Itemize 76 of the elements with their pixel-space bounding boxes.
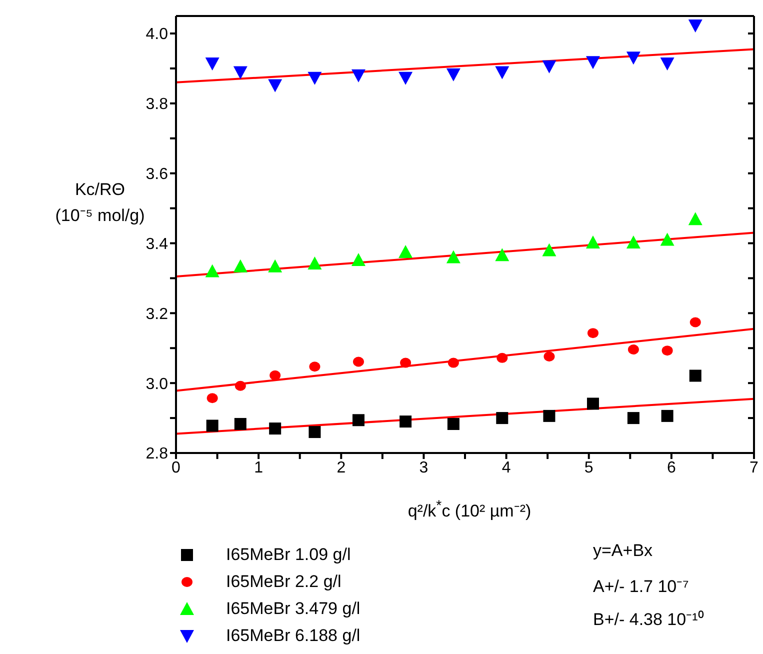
point — [269, 422, 282, 435]
point — [398, 72, 413, 85]
x-tick-label: 3 — [419, 459, 428, 476]
y-tick-label: 2.8 — [146, 446, 168, 463]
point — [308, 426, 321, 438]
point — [661, 410, 674, 422]
text: A+/- 1.7 10⁻⁷ — [593, 576, 690, 598]
point — [447, 418, 460, 430]
point — [446, 68, 460, 82]
point — [544, 352, 555, 362]
point — [234, 380, 246, 391]
point — [660, 232, 674, 246]
point — [351, 69, 366, 82]
x-tick-label: 1 — [254, 459, 264, 476]
point — [688, 212, 702, 226]
point — [496, 352, 508, 363]
point — [586, 56, 600, 70]
point — [689, 370, 702, 382]
point — [234, 418, 246, 430]
legend-label: I65MeBr 3.479 g/l — [226, 598, 360, 618]
point — [542, 60, 556, 74]
x-tick-label: 7 — [750, 459, 759, 476]
point — [628, 344, 639, 355]
x-axis-title: q²/k$^{*}$c (10² µm⁻²) — [406, 498, 532, 522]
point — [448, 358, 459, 368]
point — [660, 58, 674, 71]
point — [400, 416, 412, 428]
text: B+/- 4.38 10⁻¹⁰ — [593, 609, 704, 631]
y-tick-label: 3.2 — [146, 306, 168, 323]
y-tick-label: 3.8 — [146, 96, 168, 114]
y-tick-label: 3.6 — [146, 166, 168, 183]
legend-label: I65MeBr 6.188 g/l — [226, 626, 360, 646]
x-tick-label: 2 — [336, 459, 346, 476]
point — [400, 358, 412, 368]
legend-label: I65MeBr 2.2 g/l — [226, 572, 342, 592]
y-tick-label: 3.4 — [146, 236, 168, 253]
point — [205, 264, 220, 278]
x-tick-label: 0 — [172, 459, 181, 476]
point — [309, 362, 320, 372]
point — [542, 243, 556, 256]
point — [495, 66, 510, 80]
point — [233, 259, 248, 272]
legend-label: I65MeBr 1.09 g/l — [226, 544, 351, 564]
point — [446, 250, 460, 264]
point — [690, 317, 701, 328]
point — [688, 19, 702, 32]
point — [587, 328, 598, 338]
point — [626, 52, 640, 65]
point — [268, 79, 282, 92]
point — [351, 253, 366, 266]
x-tick-label: 5 — [584, 459, 594, 476]
point — [496, 412, 508, 424]
point — [495, 248, 510, 262]
point — [308, 72, 322, 85]
point — [268, 259, 282, 272]
point — [308, 256, 322, 270]
point — [586, 236, 600, 249]
point — [352, 356, 364, 367]
y-tick-label: 3.0 — [146, 376, 168, 393]
x-tick-label: 4 — [502, 459, 511, 476]
point — [586, 398, 599, 410]
point — [662, 346, 673, 356]
point — [206, 393, 218, 404]
point — [626, 236, 640, 249]
point — [205, 58, 220, 71]
point — [270, 370, 281, 380]
y-axis-title: Kc/RΘ (10⁻⁵ mol/g) — [55, 180, 145, 225]
point — [627, 412, 640, 424]
y-tick-label: 4.0 — [146, 26, 168, 44]
text: y=A+Bx — [593, 541, 654, 562]
point — [398, 244, 413, 258]
x-tick-label: 6 — [666, 459, 676, 476]
point — [543, 410, 556, 422]
point — [233, 66, 248, 80]
point — [352, 414, 364, 426]
point — [206, 420, 218, 432]
